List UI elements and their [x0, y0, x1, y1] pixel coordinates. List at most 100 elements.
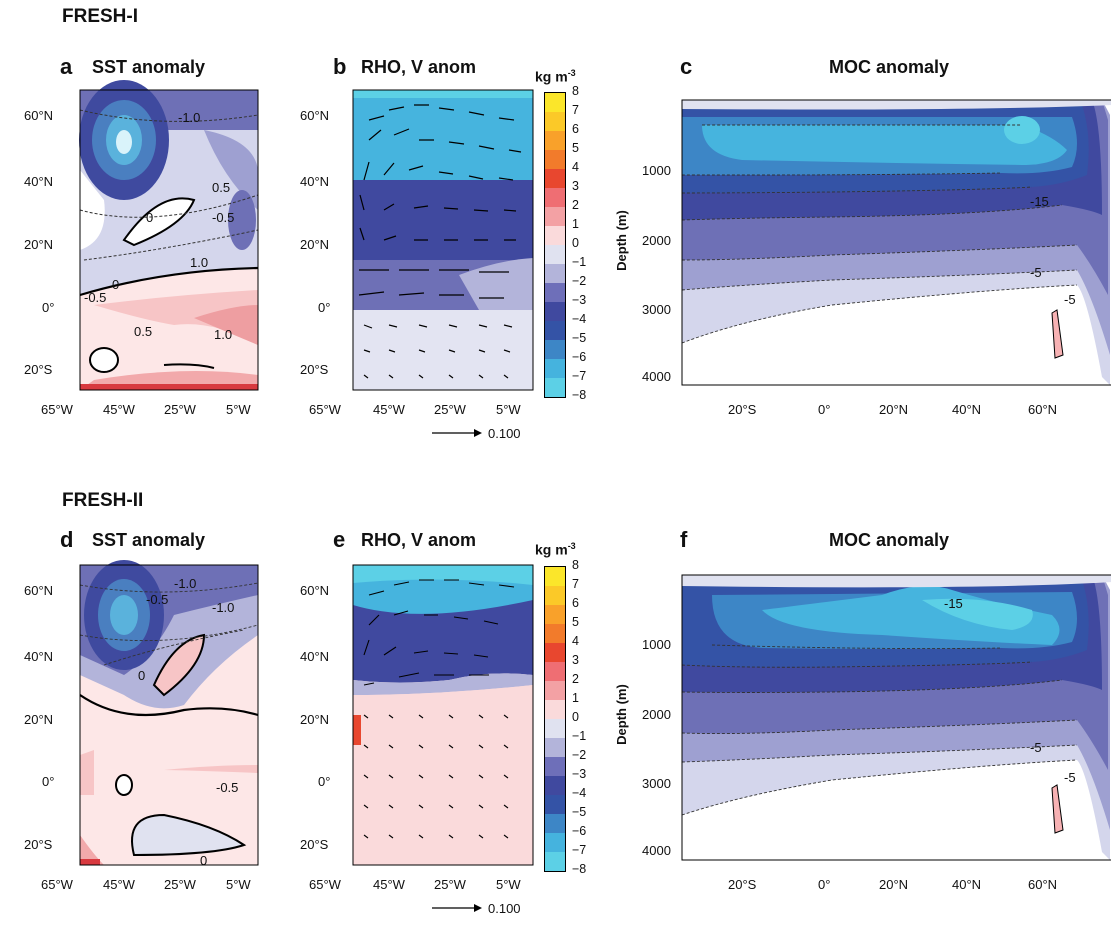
colorbar-swatch	[545, 378, 565, 397]
colorbar-tick-label: 4	[572, 160, 579, 174]
colorbar-swatch	[545, 93, 565, 112]
lat-tick: 20°S	[24, 837, 53, 852]
lat-tick: 0°	[42, 300, 55, 315]
contour-label: -5	[1030, 265, 1042, 280]
lat-tick: 60°N	[24, 108, 54, 123]
moc-section-f	[681, 570, 1111, 870]
colorbar-units: kg m-3	[535, 68, 576, 85]
contour-label: -1.0	[212, 600, 235, 615]
lat-tick: 0°	[318, 300, 331, 315]
group-title-fresh-ii: FRESH-II	[62, 490, 144, 511]
colorbar-tick-label: −7	[572, 843, 587, 857]
colorbar-tick-label: 1	[572, 217, 579, 231]
colorbar-tick-label: 1	[572, 691, 579, 705]
colorbar-swatch	[545, 112, 565, 131]
colorbar-swatch	[545, 359, 565, 378]
colorbar-tick-label: −5	[572, 805, 587, 819]
moc-x-tick: 0°	[818, 402, 831, 417]
panel-title-f: MOC anomaly	[829, 530, 950, 550]
colorbar-swatch	[545, 321, 565, 340]
lon-tick: 45°W	[103, 877, 135, 892]
moc-x-tick: 20°S	[728, 402, 757, 417]
lon-tick: 25°W	[434, 877, 466, 892]
contour-label: 0	[146, 210, 154, 225]
vector-reference-arrow	[432, 429, 482, 437]
moc-x-tick: 20°N	[879, 877, 909, 892]
colorbar-swatch	[545, 738, 565, 757]
panel-title-a: SST anomaly	[92, 57, 206, 77]
colorbar-swatch	[545, 586, 565, 605]
colorbar-tick-label: 3	[572, 653, 579, 667]
colorbar-swatch	[545, 302, 565, 321]
colorbar-tick-label: −6	[572, 824, 587, 838]
colorbar-tick-label: 6	[572, 122, 579, 136]
moc-y-tick: 4000	[642, 843, 671, 858]
colorbar-swatch	[545, 283, 565, 302]
moc-y-tick: 1000	[642, 163, 671, 178]
contour-label: 1.0	[214, 327, 233, 342]
colorbar-swatch	[545, 643, 565, 662]
contour-label: 0.5	[134, 324, 153, 339]
lat-tick: 60°N	[24, 583, 54, 598]
moc-y-tick: 2000	[642, 233, 671, 248]
vector-field-b	[358, 104, 522, 379]
colorbar-tick-label: −3	[572, 293, 587, 307]
moc-x-tick: 40°N	[952, 402, 982, 417]
panel-title-d: SST anomaly	[92, 530, 206, 550]
moc-x-tick: 60°N	[1028, 877, 1058, 892]
colorbar-tick-label: −1	[572, 255, 587, 269]
colorbar-tick-label: 8	[572, 558, 579, 572]
lon-tick: 45°W	[373, 877, 405, 892]
contour-label: -0.5	[212, 210, 235, 225]
colorbar-swatch	[545, 719, 565, 738]
colorbar-swatch	[545, 264, 565, 283]
lon-tick: 25°W	[434, 402, 466, 417]
colorbar-units: kg m-3	[535, 541, 576, 558]
lat-tick: 0°	[42, 774, 55, 789]
colorbar-tick-label: −6	[572, 350, 587, 364]
lat-tick: 20°S	[24, 362, 53, 377]
lat-tick: 60°N	[300, 108, 330, 123]
moc-x-tick: 40°N	[952, 877, 982, 892]
contour-label: 0	[200, 853, 208, 868]
contour-label: -15	[944, 596, 963, 611]
moc-x-tick: 20°N	[879, 402, 909, 417]
lat-tick: 60°N	[300, 583, 330, 598]
lat-tick: 20°S	[300, 362, 329, 377]
colorbar-tick-label: −2	[572, 748, 587, 762]
colorbar-swatch	[545, 814, 565, 833]
colorbar-tick-label: 0	[572, 710, 579, 724]
colorbar-swatch	[545, 852, 565, 871]
contour-label: -1.0	[178, 110, 201, 125]
lat-tick: 20°N	[24, 712, 54, 727]
moc-x-tick: 20°S	[728, 877, 757, 892]
contour-label: 0	[112, 277, 120, 292]
lon-tick: 65°W	[41, 402, 73, 417]
colorbar-swatch	[545, 662, 565, 681]
lat-tick: 40°N	[24, 174, 54, 189]
vector-field-e	[363, 579, 515, 839]
lon-tick: 45°W	[373, 402, 405, 417]
vector-reference-arrow	[432, 904, 482, 912]
colorbar-tick-label: 6	[572, 596, 579, 610]
moc-x-tick: 0°	[818, 877, 831, 892]
colorbar-tick-label: −4	[572, 786, 587, 800]
lat-tick: 40°N	[300, 649, 330, 664]
panel-title-e: RHO, V anom	[361, 530, 477, 550]
colorbar-tick-label: 4	[572, 634, 579, 648]
contour-label: -5	[1030, 740, 1042, 755]
lon-tick: 25°W	[164, 877, 196, 892]
lon-tick: 5°W	[226, 877, 251, 892]
moc-ylabel-c: Depth (m)	[613, 210, 629, 271]
contour-label: -0.5	[216, 780, 239, 795]
vector-reference-label: 0.100	[488, 426, 521, 441]
colorbar-tick-label: 3	[572, 179, 579, 193]
contour-label: -0.5	[146, 592, 169, 607]
lon-tick: 45°W	[103, 402, 135, 417]
colorbar-swatch	[545, 605, 565, 624]
colorbar-swatch	[545, 150, 565, 169]
contour-label: -15	[1030, 194, 1049, 209]
colorbar-tick-label: 2	[572, 198, 579, 212]
contour-label: -5	[1064, 770, 1076, 785]
lon-tick: 5°W	[496, 402, 521, 417]
